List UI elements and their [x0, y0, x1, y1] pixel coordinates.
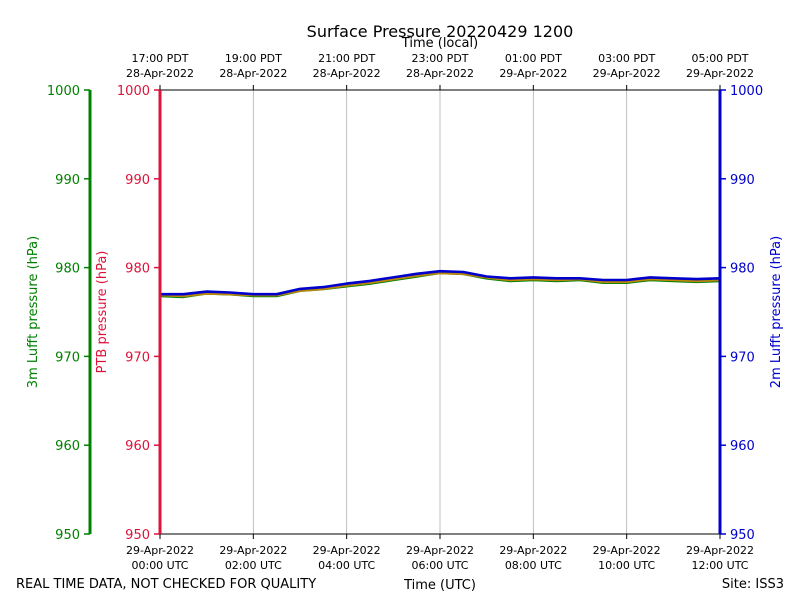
x-tick-label-date: 29-Apr-2022 — [686, 544, 754, 557]
x-tick-label-local-date: 29-Apr-2022 — [686, 67, 754, 80]
ptb-tick-label: 990 — [125, 173, 150, 188]
x-tick-label-local-time: 17:00 PDT — [131, 52, 188, 65]
x-tick-label-local-time: 03:00 PDT — [598, 52, 655, 65]
lufft3m-tick-label: 960 — [55, 439, 80, 454]
x-tick-label-utc: 10:00 UTC — [598, 559, 655, 572]
x-tick-label-date: 29-Apr-2022 — [219, 544, 287, 557]
y-axis-label-ptb: PTB pressure (hPa) — [95, 251, 110, 374]
x-tick-label-date: 29-Apr-2022 — [499, 544, 567, 557]
ptb-tick-label: 980 — [125, 262, 150, 277]
chart-title: Surface Pressure 20220429 1200 — [307, 22, 574, 41]
x-tick-label-utc: 08:00 UTC — [505, 559, 562, 572]
series-lines — [159, 269, 721, 299]
x-tick-label-utc: 12:00 UTC — [691, 559, 748, 572]
x-tick-label-utc: 06:00 UTC — [411, 559, 468, 572]
lufft2m-tick-label: 990 — [730, 173, 755, 188]
x-tick-label-local-time: 05:00 PDT — [691, 52, 748, 65]
y-axis-label-2m-lufft: 2m Lufft pressure (hPa) — [769, 236, 784, 388]
ptb-tick-label: 960 — [125, 439, 150, 454]
x-axis-label: Time (UTC) — [403, 578, 476, 593]
lufft2m-tick-label: 950 — [730, 528, 755, 543]
x-tick-label-local-time: 21:00 PDT — [318, 52, 375, 65]
x-tick-label-utc: 02:00 UTC — [225, 559, 282, 572]
axes — [84, 85, 726, 539]
x-tick-label-local-time: 19:00 PDT — [225, 52, 282, 65]
x-tick-label-local-date: 28-Apr-2022 — [219, 67, 287, 80]
site-label: Site: ISS3 — [722, 577, 784, 592]
ptb-tick-label: 950 — [125, 528, 150, 543]
lufft2m-tick-label: 960 — [730, 439, 755, 454]
x-tick-label-local-date: 28-Apr-2022 — [313, 67, 381, 80]
x-tick-label-local-date: 28-Apr-2022 — [406, 67, 474, 80]
x-tick-label-date: 29-Apr-2022 — [406, 544, 474, 557]
x-tick-label-local-date: 29-Apr-2022 — [593, 67, 661, 80]
x-tick-label-local-time: 01:00 PDT — [505, 52, 562, 65]
top-axis-label: Time (local) — [401, 36, 478, 51]
quality-note: REAL TIME DATA, NOT CHECKED FOR QUALITY — [16, 577, 316, 592]
lufft2m-tick-label: 1000 — [730, 84, 763, 99]
x-tick-label-local-time: 23:00 PDT — [411, 52, 468, 65]
lufft2m-tick-label: 980 — [730, 262, 755, 277]
x-tick-label-date: 29-Apr-2022 — [313, 544, 381, 557]
series-line-lufft2m — [160, 269, 721, 296]
lufft3m-tick-label: 990 — [55, 173, 80, 188]
gridlines — [252, 90, 628, 534]
x-tick-label-local-date: 28-Apr-2022 — [126, 67, 194, 80]
lufft3m-tick-label: 970 — [55, 350, 80, 365]
lufft3m-tick-label: 980 — [55, 262, 80, 277]
lufft3m-tick-label: 950 — [55, 528, 80, 543]
ptb-tick-label: 970 — [125, 350, 150, 365]
y-axis-label-3m-lufft: 3m Lufft pressure (hPa) — [26, 236, 41, 388]
tick-labels: 950 950 950 960 960 960 970 970 970 980 980 980 990 9… — [47, 52, 763, 572]
x-tick-label-utc: 00:00 UTC — [131, 559, 188, 572]
ptb-tick-label: 1000 — [117, 84, 150, 99]
lufft3m-tick-label: 1000 — [47, 84, 80, 99]
x-tick-label-utc: 04:00 UTC — [318, 559, 375, 572]
x-tick-label-date: 29-Apr-2022 — [593, 544, 661, 557]
x-tick-label-local-date: 29-Apr-2022 — [499, 67, 567, 80]
lufft2m-tick-label: 970 — [730, 350, 755, 365]
x-tick-label-date: 29-Apr-2022 — [126, 544, 194, 557]
